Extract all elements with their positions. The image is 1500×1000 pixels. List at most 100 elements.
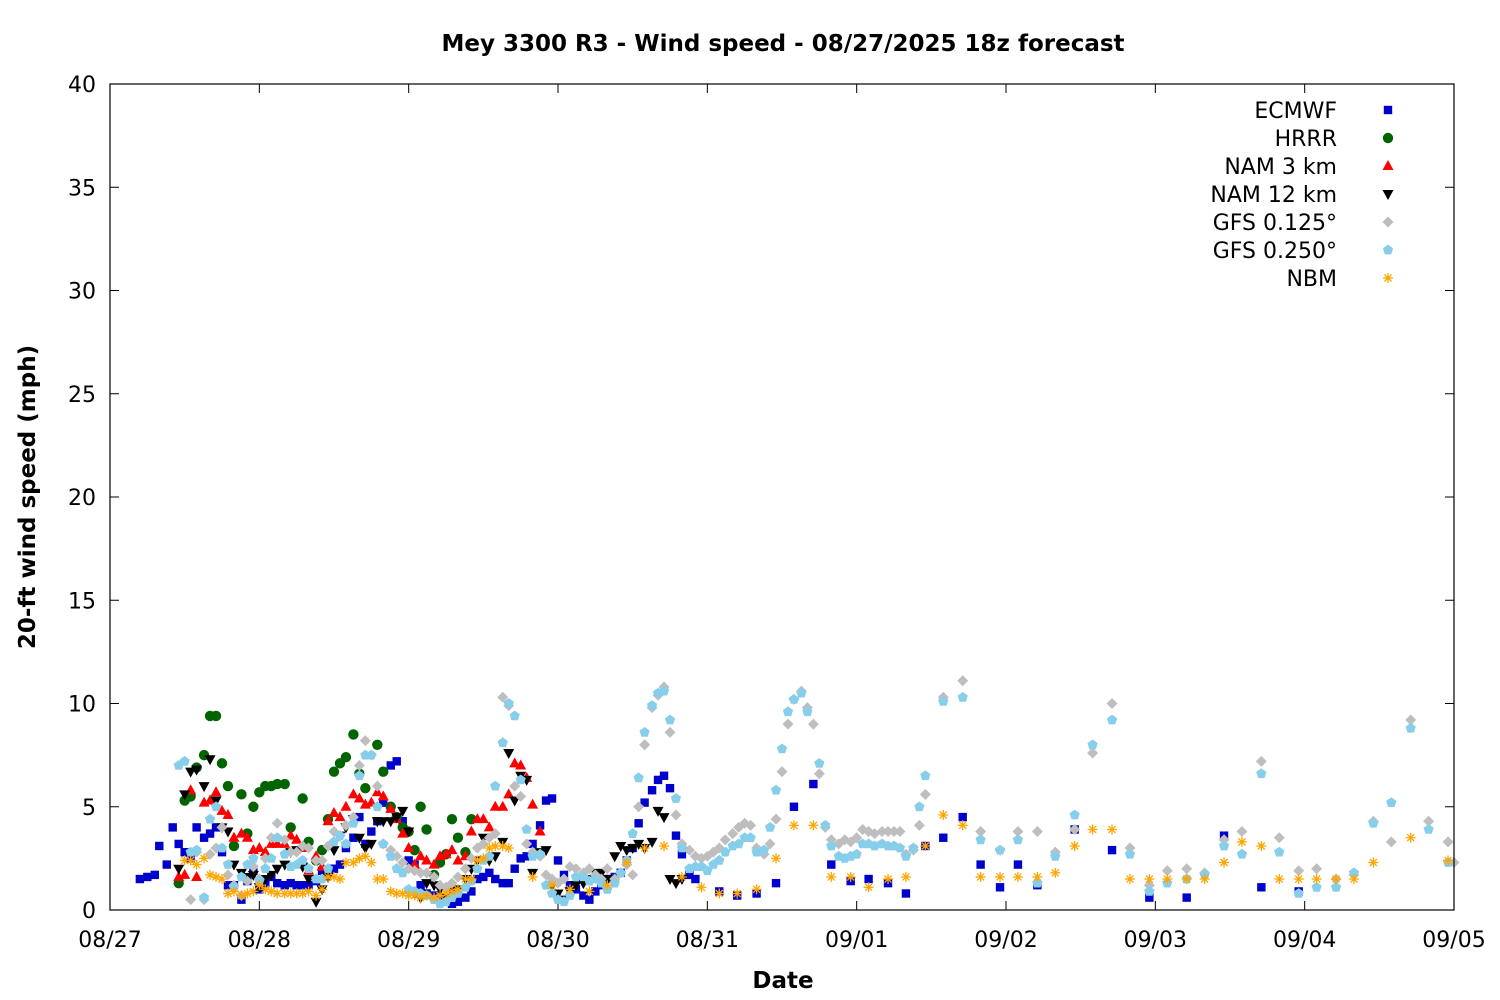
data-point: [515, 790, 527, 802]
data-point: [428, 858, 440, 869]
data-point: [271, 817, 283, 829]
data-point: [809, 779, 818, 789]
data-point: [640, 798, 649, 807]
data-point: [509, 710, 520, 721]
data-point: [584, 886, 595, 897]
data-point: [235, 827, 247, 838]
data-point: [751, 846, 762, 857]
x-tick-label: 09/04: [1273, 928, 1336, 953]
data-point: [1423, 824, 1434, 834]
y-tick-label: 10: [68, 693, 96, 718]
data-point: [564, 884, 575, 895]
data-point: [386, 761, 395, 770]
data-point: [1368, 817, 1379, 828]
data-point: [714, 855, 725, 865]
data-point: [547, 794, 557, 803]
data-point: [1293, 865, 1305, 877]
data-point: [311, 890, 322, 901]
data-point: [360, 782, 371, 794]
data-point: [222, 827, 234, 838]
data-point: [348, 729, 359, 740]
data-point: [691, 874, 700, 884]
y-tick-label: 30: [68, 280, 96, 305]
data-point: [173, 864, 185, 875]
data-point: [958, 812, 967, 822]
data-point: [820, 819, 831, 830]
data-point: [409, 844, 420, 856]
data-point: [303, 886, 314, 897]
data-point: [995, 871, 1006, 882]
legend-label: HRRR: [1275, 127, 1337, 152]
data-point: [570, 863, 582, 875]
data-point: [882, 826, 894, 838]
data-point: [415, 850, 427, 861]
data-point: [415, 867, 427, 879]
chart-title: Mey 3300 R3 - Wind speed - 08/27/2025 18…: [441, 31, 1124, 57]
data-point: [894, 842, 906, 853]
data-point: [1087, 747, 1099, 759]
data-point: [1236, 848, 1248, 859]
data-point: [461, 893, 470, 902]
data-point: [391, 813, 403, 824]
data-point: [509, 757, 521, 768]
data-point: [900, 850, 912, 861]
data-point: [957, 820, 968, 831]
data-point: [1219, 857, 1230, 868]
data-point: [297, 793, 308, 804]
data-point: [217, 874, 227, 885]
data-point: [535, 821, 545, 830]
x-tick-label: 09/05: [1422, 928, 1485, 953]
data-point: [353, 833, 365, 844]
data-point: [185, 894, 197, 906]
data-point: [452, 854, 464, 865]
data-point: [347, 788, 359, 799]
data-point: [489, 800, 501, 811]
data-point: [570, 871, 582, 882]
data-point: [304, 881, 313, 890]
data-point: [1442, 836, 1454, 848]
data-point: [558, 873, 570, 885]
data-point: [372, 801, 383, 812]
data-point: [938, 810, 949, 821]
data-point: [199, 853, 210, 864]
data-point: [975, 834, 986, 845]
data-point: [771, 853, 782, 864]
data-point: [627, 844, 639, 855]
data-point: [498, 878, 507, 888]
data-point: [547, 880, 558, 891]
series-nbm: [179, 810, 1454, 903]
data-point: [347, 811, 359, 823]
data-point: [913, 819, 925, 831]
data-point: [348, 857, 359, 868]
data-point: [191, 765, 203, 776]
y-tick-label: 25: [68, 383, 96, 408]
data-point: [349, 833, 358, 842]
data-point: [670, 793, 682, 803]
data-point: [1031, 826, 1043, 838]
data-point: [808, 820, 819, 831]
data-point: [665, 783, 675, 793]
data-point: [428, 871, 440, 883]
data-point: [477, 813, 489, 824]
data-point: [316, 873, 328, 884]
data-point: [659, 840, 670, 851]
data-point: [579, 891, 588, 900]
data-point: [168, 823, 177, 832]
data-point: [360, 851, 371, 862]
data-point: [222, 809, 234, 820]
data-point: [1405, 714, 1417, 726]
data-point: [371, 780, 383, 792]
legend-label: NAM 12 km: [1210, 183, 1337, 208]
data-point: [228, 886, 239, 897]
legend-label: NBM: [1286, 267, 1337, 292]
data-point: [1311, 874, 1322, 885]
legend-marker: [1382, 216, 1394, 228]
data-point: [975, 871, 986, 882]
data-point: [639, 739, 651, 751]
data-point: [1236, 836, 1247, 847]
data-point: [272, 832, 283, 843]
x-tick-label: 09/02: [974, 928, 1037, 953]
data-point: [174, 839, 183, 849]
data-point: [521, 824, 532, 834]
data-point: [1274, 874, 1285, 885]
